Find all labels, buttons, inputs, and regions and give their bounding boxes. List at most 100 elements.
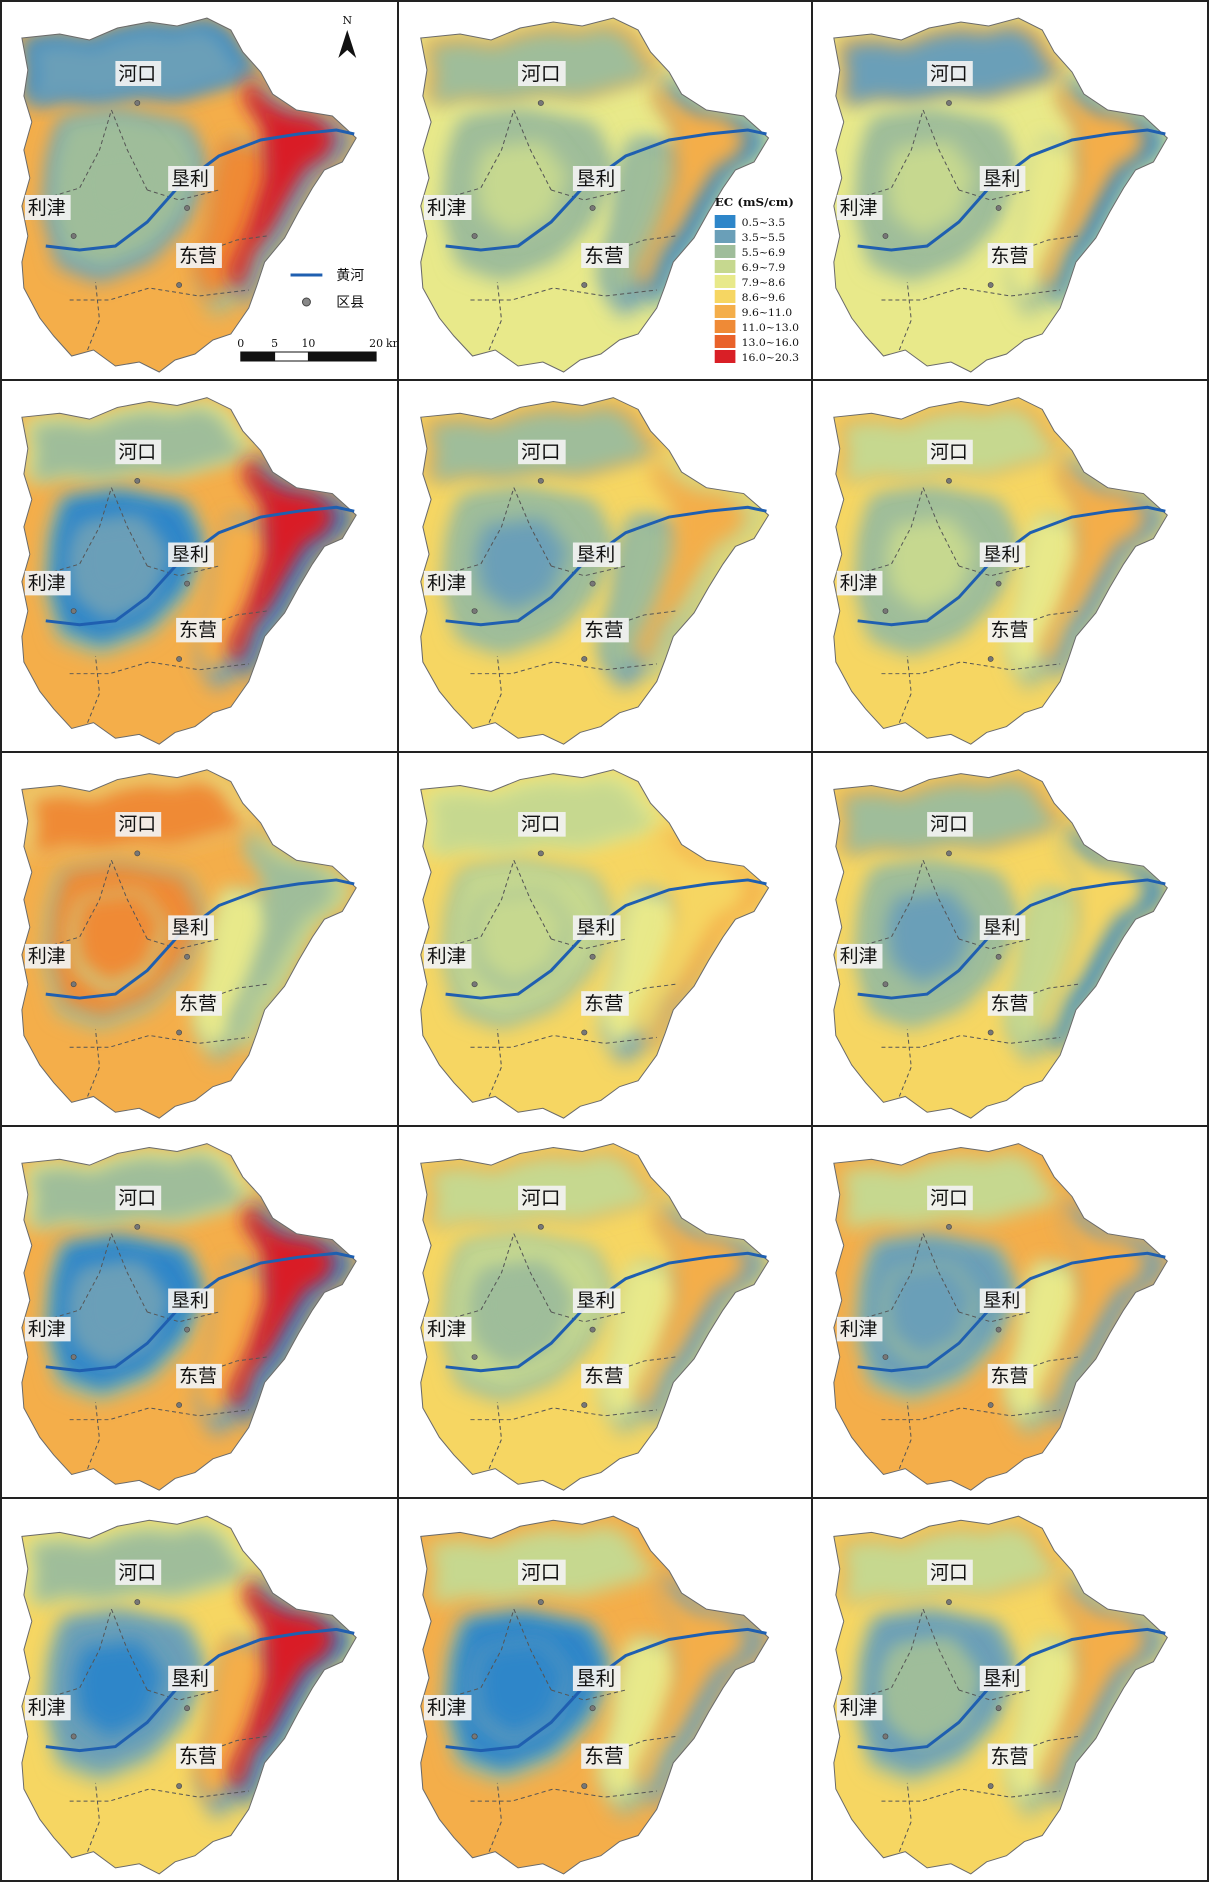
- legend-class-label: 11.0~13.0: [742, 321, 800, 334]
- legend-title: EC (mS/cm): [715, 195, 794, 209]
- district-boundary: [922, 109, 960, 191]
- county-seat-dot: [995, 205, 1002, 211]
- city-label-dongying: 东营: [991, 621, 1029, 642]
- ec-zone-core: [885, 1263, 976, 1358]
- county-outline: [21, 769, 357, 1119]
- city-label-lijin: 利津: [840, 1320, 878, 1341]
- county-seat-dot: [987, 656, 994, 662]
- county-seat-dot: [589, 1705, 596, 1712]
- district-boundary: [110, 109, 148, 191]
- district-boundary: [488, 656, 503, 723]
- county-seat-dot: [184, 953, 190, 960]
- district-boundary: [851, 1233, 924, 1323]
- legend-swatch: [714, 350, 736, 363]
- county-seat-dot: [882, 1354, 889, 1360]
- map-panel: 河口 垦利 利津 东营: [812, 752, 1209, 1126]
- district-boundary: [898, 1782, 912, 1852]
- city-label-bg: [979, 542, 1026, 567]
- county-seat-dot: [581, 282, 588, 288]
- county-seat-dot: [537, 1599, 544, 1606]
- county-seat-dot: [537, 1223, 544, 1230]
- district-boundary: [488, 1782, 503, 1852]
- county-outline: [420, 397, 770, 745]
- city-label-dongying: 东营: [991, 1746, 1029, 1768]
- grid-border: [1207, 0, 1209, 1882]
- city-label-bg: [168, 166, 214, 191]
- legend-class-label: 7.9~8.6: [742, 276, 786, 289]
- city-label-bg: [581, 1363, 629, 1389]
- district-boundary: [898, 656, 912, 723]
- county-seat-dot: [176, 282, 182, 288]
- city-label-dongying: 东营: [179, 993, 217, 1015]
- county-seat-dot: [70, 1354, 77, 1360]
- county-seat-dot: [70, 1733, 77, 1740]
- legend-swatch: [714, 275, 736, 288]
- city-label-bg: [423, 570, 472, 596]
- district-boundary: [851, 109, 924, 201]
- grid-border: [0, 0, 1209, 2]
- city-label-lijin: 利津: [427, 572, 466, 594]
- county-seat-dot: [184, 205, 190, 211]
- scale-bar-tick: 5: [271, 337, 278, 350]
- district-boundary: [513, 1608, 552, 1691]
- legend-class-label: 3.5~5.5: [742, 231, 786, 244]
- city-label-bg: [115, 1185, 162, 1211]
- district-boundary: [69, 661, 249, 675]
- district-boundary: [851, 1609, 924, 1701]
- ec-zone-core: [1039, 827, 1149, 1041]
- county-outline: [21, 17, 357, 373]
- city-label-lijin: 利津: [28, 573, 66, 595]
- city-label-dongying: 东营: [584, 992, 623, 1014]
- city-label-bg: [24, 943, 71, 969]
- county-outline: [420, 1143, 770, 1491]
- district-boundary: [922, 487, 960, 567]
- district-boundary: [881, 1034, 1061, 1048]
- ec-zone-core: [74, 517, 164, 612]
- city-label-bg: [176, 617, 222, 643]
- city-label-bg: [176, 1743, 222, 1769]
- city-label-lijin: 利津: [427, 1318, 466, 1340]
- map-panel: 河口 垦利 利津 东营: [398, 1126, 812, 1498]
- legend-swatch: [714, 245, 736, 258]
- ec-zone-core: [1039, 1200, 1149, 1414]
- district-boundary: [881, 661, 1061, 675]
- district-boundary: [439, 1233, 515, 1323]
- city-label-hekou: 河口: [521, 1561, 560, 1584]
- district-boundary: [87, 1029, 101, 1097]
- city-label-bg: [518, 1559, 566, 1585]
- county-seat-dot: [184, 580, 190, 587]
- city-label-bg: [24, 570, 71, 596]
- county-seat-dot: [134, 850, 141, 857]
- city-label-bg: [836, 1316, 883, 1342]
- ec-zone-core: [475, 140, 569, 237]
- city-label-kenli: 垦利: [576, 917, 615, 939]
- district-boundary: [851, 487, 924, 577]
- district-boundary: [898, 281, 912, 351]
- district-boundary: [39, 1233, 112, 1323]
- county-outline: [21, 1143, 357, 1491]
- district-boundary: [513, 487, 552, 567]
- city-label-bg: [836, 195, 883, 220]
- county-outline: [833, 769, 1168, 1119]
- city-label-bg: [423, 1316, 472, 1342]
- city-label-dongying: 东营: [991, 993, 1029, 1015]
- city-label-lijin: 利津: [28, 197, 66, 219]
- county-seat-dot: [589, 1326, 596, 1333]
- city-label-hekou: 河口: [930, 63, 968, 85]
- scale-bar-unit: km: [386, 337, 398, 350]
- county-seat-dot: [581, 1029, 588, 1036]
- ec-zone-core: [227, 76, 338, 294]
- city-label-bg: [518, 1185, 566, 1211]
- map-panel: 河口 垦利 利津 东营: [398, 1498, 812, 1882]
- city-label-bg: [423, 195, 472, 220]
- legend-swatch: [714, 230, 736, 243]
